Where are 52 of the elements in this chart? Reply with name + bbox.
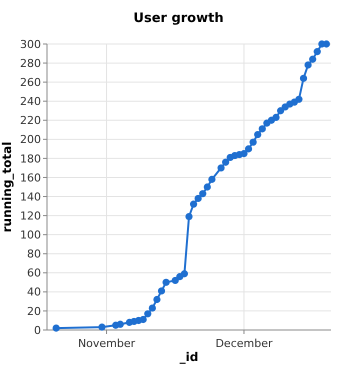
point bbox=[148, 304, 156, 312]
y-tick-label: 260 bbox=[20, 76, 41, 89]
x-axis-title: _id bbox=[180, 350, 198, 364]
point bbox=[162, 278, 170, 286]
point bbox=[314, 48, 321, 56]
point bbox=[222, 158, 230, 166]
y-tick-label: 140 bbox=[20, 190, 41, 204]
point bbox=[153, 296, 161, 304]
chart-title: User growth bbox=[133, 11, 224, 26]
y-tick-label: 40 bbox=[27, 286, 41, 299]
y-tick-label: 180 bbox=[20, 152, 41, 166]
point bbox=[204, 183, 211, 191]
point bbox=[144, 310, 152, 318]
point bbox=[98, 324, 106, 331]
x-tick-label: November bbox=[78, 337, 136, 350]
point bbox=[185, 212, 193, 220]
y-tick-label: 160 bbox=[20, 171, 41, 184]
point bbox=[190, 200, 198, 208]
y-tick-label: 0 bbox=[34, 324, 41, 337]
point bbox=[208, 176, 216, 183]
y-tick-label: 280 bbox=[20, 56, 41, 70]
point bbox=[254, 130, 262, 138]
x-tick-label: December bbox=[215, 337, 273, 350]
point bbox=[172, 276, 179, 284]
y-tick-label: 100 bbox=[20, 228, 41, 242]
point bbox=[140, 316, 147, 324]
point bbox=[250, 138, 257, 146]
point bbox=[194, 194, 202, 202]
point bbox=[199, 190, 206, 198]
y-tick-label: 120 bbox=[20, 209, 41, 222]
point bbox=[158, 287, 166, 295]
y-tick-label: 200 bbox=[20, 133, 41, 146]
point bbox=[300, 74, 308, 82]
point bbox=[180, 270, 188, 278]
point bbox=[304, 61, 312, 69]
y-tick-label: 300 bbox=[20, 38, 41, 51]
point bbox=[295, 96, 303, 103]
point bbox=[116, 320, 124, 328]
point bbox=[52, 324, 60, 332]
point bbox=[217, 164, 225, 172]
y-tick-label: 80 bbox=[27, 248, 41, 261]
y-axis-title: running_total bbox=[0, 142, 14, 232]
point bbox=[309, 56, 316, 63]
point bbox=[277, 107, 284, 114]
y-tick-label: 20 bbox=[27, 304, 41, 318]
point bbox=[244, 145, 252, 152]
point bbox=[258, 125, 266, 132]
y-tick-label: 240 bbox=[20, 95, 41, 108]
y-tick-label: 60 bbox=[27, 266, 41, 280]
y-tick-label: 220 bbox=[20, 114, 41, 128]
point bbox=[240, 150, 248, 158]
point bbox=[272, 114, 280, 122]
